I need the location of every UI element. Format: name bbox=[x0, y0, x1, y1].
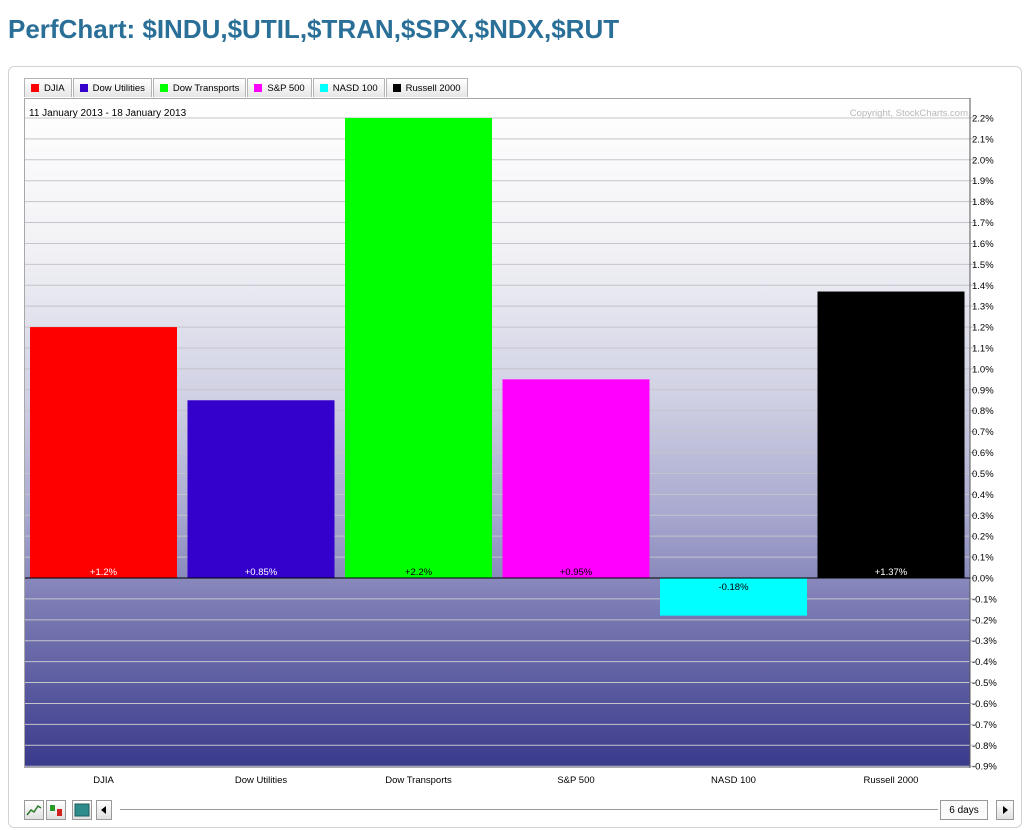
y-tick-label: 0.2% bbox=[972, 532, 994, 543]
copyright-label: Copyright, StockCharts.com bbox=[849, 108, 968, 119]
legend-swatch bbox=[254, 84, 263, 92]
bar-chart-button[interactable] bbox=[46, 800, 66, 820]
date-range-label: 11 January 2013 - 18 January 2013 bbox=[29, 108, 187, 119]
y-tick-label: 1.8% bbox=[972, 197, 994, 208]
y-tick-label: 0.6% bbox=[972, 448, 994, 459]
y-tick-label: -0.5% bbox=[972, 678, 997, 689]
legend-swatch bbox=[159, 84, 168, 92]
x-tick-label: NASD 100 bbox=[711, 775, 756, 786]
data-label: +2.2% bbox=[405, 567, 433, 578]
y-tick-label: 1.7% bbox=[972, 218, 994, 229]
y-tick-label: 0.9% bbox=[972, 385, 994, 396]
y-tick-label: -0.9% bbox=[972, 762, 997, 773]
y-tick-label: 2.1% bbox=[972, 134, 994, 145]
legend-label: S&P 500 bbox=[267, 82, 305, 94]
scroll-left-button[interactable] bbox=[96, 800, 112, 820]
y-tick-label: 2.2% bbox=[972, 113, 994, 124]
bar-s-p-500[interactable] bbox=[502, 379, 650, 578]
histogram-icon bbox=[74, 803, 90, 817]
x-tick-label: Dow Utilities bbox=[235, 775, 288, 786]
y-tick-label: 1.4% bbox=[972, 281, 994, 292]
x-tick-label: DJIA bbox=[93, 775, 114, 786]
legend-label: Dow Utilities bbox=[92, 82, 145, 94]
data-label: +1.2% bbox=[90, 567, 118, 578]
bar-nasd-100[interactable] bbox=[660, 578, 807, 616]
y-tick-label: -0.4% bbox=[972, 657, 997, 668]
legend-label: NASD 100 bbox=[332, 82, 378, 94]
y-tick-label: 1.2% bbox=[972, 323, 994, 334]
legend-swatch bbox=[319, 84, 328, 92]
line-chart-button[interactable] bbox=[24, 800, 44, 820]
y-tick-label: 0.3% bbox=[972, 511, 994, 522]
y-tick-label: 1.0% bbox=[972, 364, 994, 375]
x-tick-label: S&P 500 bbox=[557, 775, 594, 786]
legend-swatch bbox=[31, 84, 39, 92]
y-tick-label: -0.6% bbox=[972, 699, 997, 710]
chart-toolbar: 6 days bbox=[24, 800, 1016, 820]
legend-swatch bbox=[392, 84, 401, 92]
legend-item-dow-utilities[interactable]: Dow Utilities bbox=[72, 78, 152, 97]
legend-item-nasd-100[interactable]: NASD 100 bbox=[312, 78, 385, 97]
y-tick-label: -0.3% bbox=[972, 636, 997, 647]
data-label: +1.37% bbox=[875, 567, 908, 578]
bar-dow-transports[interactable] bbox=[345, 117, 492, 578]
y-tick-label: -0.8% bbox=[972, 741, 997, 752]
histogram-button[interactable] bbox=[72, 800, 92, 820]
legend: DJIA Dow Utilities Dow Transports S&P 50… bbox=[24, 78, 469, 98]
y-tick-label: 1.5% bbox=[972, 260, 994, 271]
scroll-right-button[interactable] bbox=[996, 800, 1014, 820]
y-tick-label: 1.1% bbox=[972, 343, 994, 354]
data-label: +0.85% bbox=[245, 567, 278, 578]
legend-item-russell-2000[interactable]: Russell 2000 bbox=[385, 78, 468, 97]
legend-item-dow-transports[interactable]: Dow Transports bbox=[152, 78, 247, 97]
bar-dow-utilities[interactable] bbox=[187, 400, 335, 578]
legend-item-sp-500[interactable]: S&P 500 bbox=[247, 78, 312, 97]
data-label: +0.95% bbox=[560, 567, 593, 578]
data-label: -0.18% bbox=[718, 582, 749, 593]
page-title: PerfChart: $INDU,$UTIL,$TRAN,$SPX,$NDX,$… bbox=[8, 14, 620, 44]
legend-label: Dow Transports bbox=[172, 82, 240, 94]
y-tick-label: -0.7% bbox=[972, 720, 997, 731]
y-tick-label: 1.6% bbox=[972, 239, 994, 250]
y-tick-label: 1.3% bbox=[972, 302, 994, 313]
y-tick-label: 0.1% bbox=[972, 553, 994, 564]
y-tick-label: 0.7% bbox=[972, 427, 994, 438]
y-tick-label: 2.0% bbox=[972, 155, 994, 166]
arrow-left-icon bbox=[101, 806, 106, 814]
period-selector[interactable]: 6 days bbox=[940, 800, 988, 820]
x-tick-label: Russell 2000 bbox=[864, 775, 919, 786]
arrow-right-icon bbox=[1003, 806, 1008, 814]
y-tick-label: 0.8% bbox=[972, 406, 994, 417]
y-tick-label: 0.5% bbox=[972, 469, 994, 480]
period-scrollbar[interactable] bbox=[120, 809, 938, 810]
bar-chart-icon bbox=[50, 805, 62, 816]
y-tick-label: 0.0% bbox=[972, 574, 994, 585]
plot-area bbox=[24, 98, 970, 768]
y-tick-label: 0.4% bbox=[972, 490, 994, 501]
y-tick-label: 1.9% bbox=[972, 176, 994, 187]
line-chart-icon bbox=[26, 804, 42, 816]
bar-djia[interactable] bbox=[30, 327, 177, 578]
y-tick-label: -0.2% bbox=[972, 615, 997, 626]
y-tick-label: -0.1% bbox=[972, 594, 997, 605]
legend-item-djia[interactable]: DJIA bbox=[24, 78, 72, 97]
legend-swatch bbox=[79, 84, 88, 92]
bar-russell-2000[interactable] bbox=[817, 291, 965, 578]
legend-label: Russell 2000 bbox=[405, 82, 461, 94]
x-tick-label: Dow Transports bbox=[385, 775, 452, 786]
legend-label: DJIA bbox=[44, 82, 65, 94]
